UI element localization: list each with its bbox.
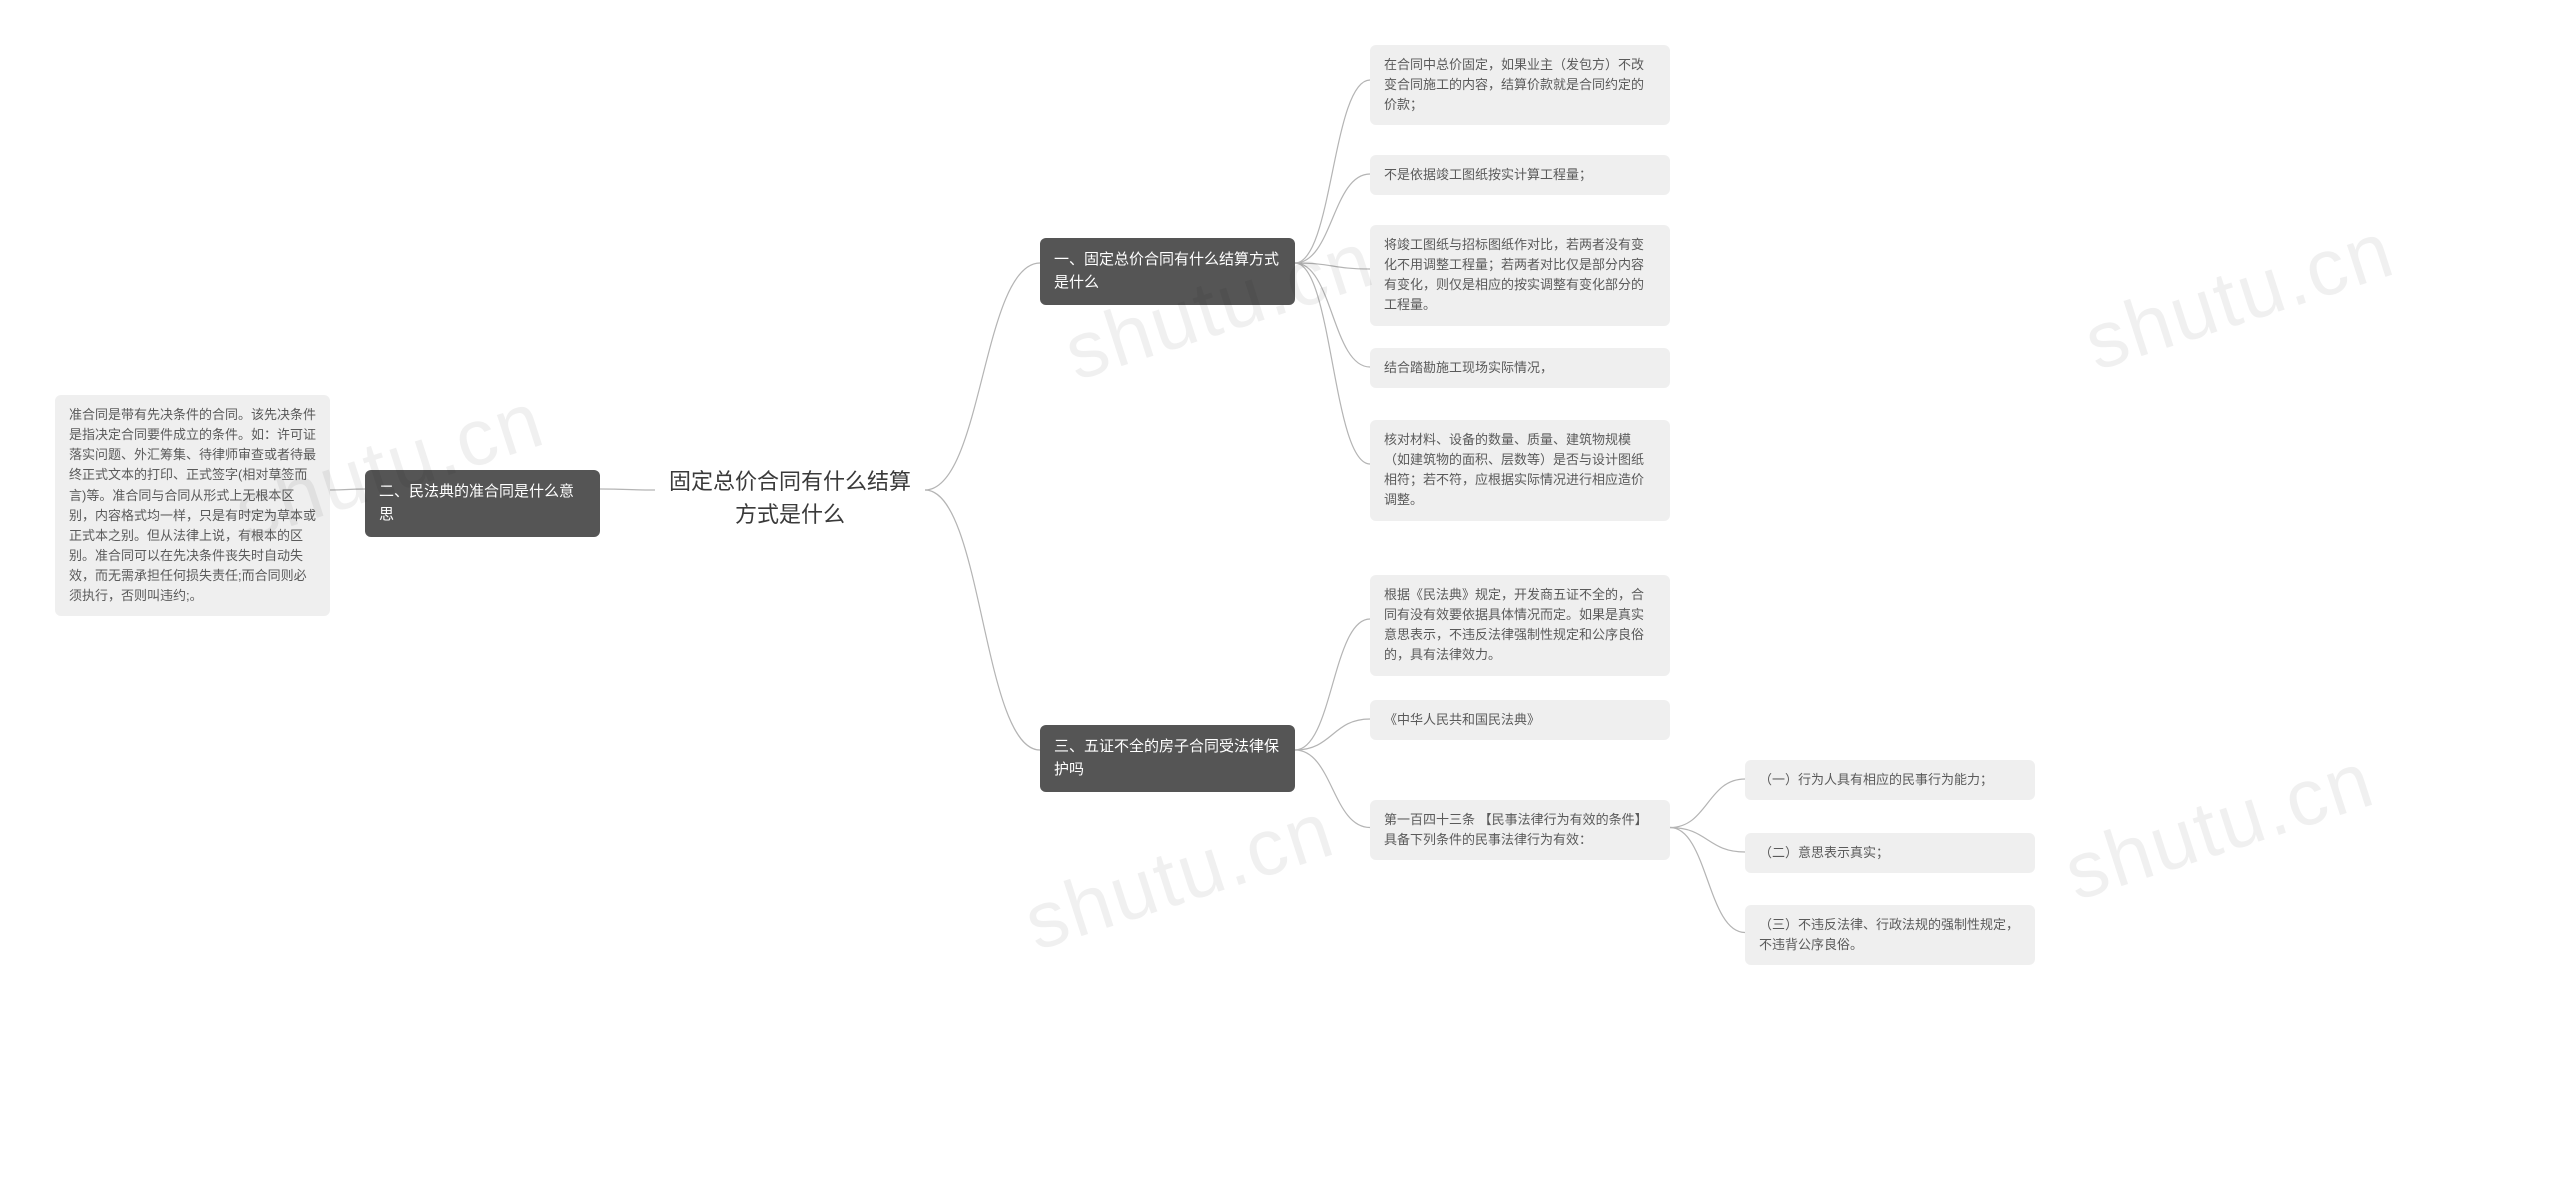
mindmap-root: 固定总价合同有什么结算方式是什么 <box>655 455 925 541</box>
mindmap-branch: 二、民法典的准合同是什么意思 <box>365 470 600 537</box>
mindmap-leaf: 准合同是带有先决条件的合同。该先决条件是指决定合同要件成立的条件。如：许可证落实… <box>55 395 330 616</box>
mindmap-leaf: 第一百四十三条 【民事法律行为有效的条件】具备下列条件的民事法律行为有效： <box>1370 800 1670 860</box>
mindmap-leaf: 核对材料、设备的数量、质量、建筑物规模（如建筑物的面积、层数等）是否与设计图纸相… <box>1370 420 1670 521</box>
mindmap-leaf: 结合踏勘施工现场实际情况， <box>1370 348 1670 388</box>
mindmap-leaf: 《中华人民共和国民法典》 <box>1370 700 1670 740</box>
mindmap-branch: 三、五证不全的房子合同受法律保护吗 <box>1040 725 1295 792</box>
mindmap-leaf: 在合同中总价固定，如果业主（发包方）不改变合同施工的内容，结算价款就是合同约定的… <box>1370 45 1670 125</box>
mindmap-leaf: （二）意思表示真实； <box>1745 833 2035 873</box>
mindmap-leaf: 根据《民法典》规定，开发商五证不全的，合同有没有效要依据具体情况而定。如果是真实… <box>1370 575 1670 676</box>
connector-layer <box>0 0 2560 1183</box>
watermark: shutu.cn <box>1014 783 1345 969</box>
mindmap-leaf: （一）行为人具有相应的民事行为能力； <box>1745 760 2035 800</box>
mindmap-branch: 一、固定总价合同有什么结算方式是什么 <box>1040 238 1295 305</box>
mindmap-leaf: 不是依据竣工图纸按实计算工程量； <box>1370 155 1670 195</box>
watermark: shutu.cn <box>2074 203 2405 389</box>
mindmap-leaf: 将竣工图纸与招标图纸作对比，若两者没有变化不用调整工程量；若两者对比仅是部分内容… <box>1370 225 1670 326</box>
mindmap-leaf: （三）不违反法律、行政法规的强制性规定，不违背公序良俗。 <box>1745 905 2035 965</box>
watermark: shutu.cn <box>2054 733 2385 919</box>
